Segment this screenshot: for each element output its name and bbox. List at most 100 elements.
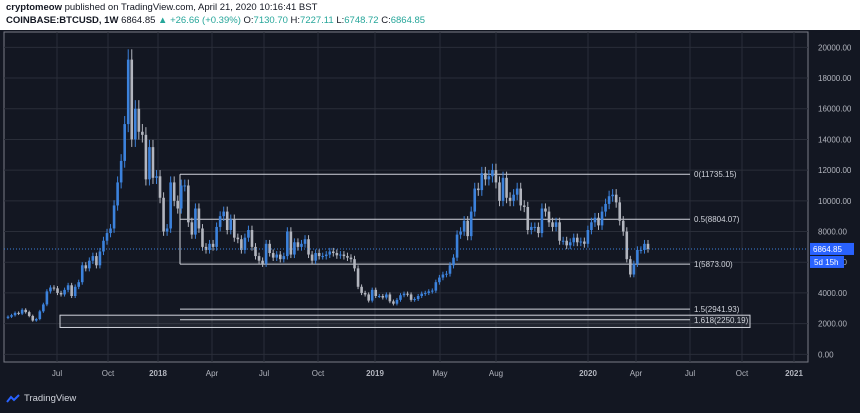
candle-body xyxy=(572,237,576,243)
candle-body xyxy=(282,256,286,260)
candle-body xyxy=(551,222,554,227)
candle-body xyxy=(286,231,289,257)
plot-border xyxy=(3,31,809,363)
candle-body xyxy=(56,288,59,293)
candle-body xyxy=(508,197,512,201)
price-chart[interactable]: 0(11735.15) 0.5(8804.07) 1(5873.00) 1.5(294… xyxy=(0,30,860,408)
candle-body xyxy=(575,237,579,243)
candle-body xyxy=(434,282,438,291)
candle-body xyxy=(402,293,406,296)
candle-body xyxy=(126,59,130,125)
candle-body xyxy=(484,173,487,180)
candle-body xyxy=(621,220,625,232)
y-tick-label: 14000.00 xyxy=(818,135,852,144)
candle-body xyxy=(6,316,10,318)
candle-body xyxy=(310,254,314,261)
candle-body xyxy=(420,293,424,296)
candle-body xyxy=(629,259,632,275)
x-tick-label: Oct xyxy=(312,369,325,378)
candle-body xyxy=(377,296,381,297)
candle-body xyxy=(370,289,374,301)
x-tick-label: Aug xyxy=(489,369,503,378)
candle-body xyxy=(250,230,254,247)
candle-body xyxy=(590,222,593,230)
y-tick-label: 2000.00 xyxy=(818,320,847,329)
x-tick-label: Oct xyxy=(102,369,115,378)
candle-body xyxy=(328,251,332,255)
candle-body xyxy=(356,268,360,287)
candle-body xyxy=(431,290,434,292)
y-tick-label: 8000.00 xyxy=(818,228,847,237)
candle-body xyxy=(123,124,126,161)
candle-body xyxy=(49,287,52,292)
x-tick-label: 2021 xyxy=(785,369,803,378)
candle-body xyxy=(498,182,501,201)
candle-body xyxy=(639,249,643,251)
countdown-label: 5d 15h xyxy=(814,258,838,267)
candle-body xyxy=(395,299,399,304)
candle-body xyxy=(505,177,508,198)
candle-body xyxy=(636,249,639,264)
open-value: 7130.70 xyxy=(253,15,288,26)
candle-body xyxy=(73,286,77,296)
publish-line: cryptomeow published on TradingView.com,… xyxy=(6,2,317,13)
candle-body xyxy=(34,319,38,321)
candle-body xyxy=(423,292,427,294)
candle-body xyxy=(526,206,530,230)
high-value: 7227.11 xyxy=(300,15,334,26)
fib-label: 1(5873.00) xyxy=(694,260,733,269)
candle-body xyxy=(307,239,310,255)
candle-body xyxy=(254,246,257,257)
candle-body xyxy=(452,257,455,266)
candle-body xyxy=(487,176,491,180)
fib-label: 0.5(8804.07) xyxy=(694,215,740,224)
candle-body xyxy=(275,254,279,258)
candle-body xyxy=(31,315,35,321)
candle-body xyxy=(190,222,194,235)
candle-body xyxy=(215,226,218,247)
candle-body xyxy=(247,230,250,238)
candle-body xyxy=(646,243,650,249)
candle-body xyxy=(438,277,441,283)
candle-body xyxy=(187,185,190,223)
candle-body xyxy=(604,203,607,212)
candle-body xyxy=(385,294,388,298)
candle-body xyxy=(399,295,402,300)
candle-body xyxy=(102,240,105,252)
candle-body xyxy=(491,170,494,177)
candle-body xyxy=(183,185,187,187)
candle-body xyxy=(427,291,431,293)
candle-body xyxy=(346,256,349,258)
symbol-label[interactable]: COINBASE:BTCUSD, 1W xyxy=(6,15,119,26)
candle-body xyxy=(155,176,158,178)
candle-body xyxy=(261,260,264,264)
candle-body xyxy=(392,301,395,304)
candle-body xyxy=(77,282,81,287)
candle-body xyxy=(614,194,618,203)
candle-body xyxy=(172,182,176,201)
candle-body xyxy=(413,299,416,301)
candle-body xyxy=(455,234,459,258)
candle-body xyxy=(211,243,215,247)
candle-body xyxy=(409,294,413,300)
candle-body xyxy=(105,233,109,241)
candle-body xyxy=(95,256,98,266)
support-zone xyxy=(59,314,751,328)
countdown-box xyxy=(810,255,844,268)
candle-body xyxy=(466,220,469,237)
candle-body xyxy=(151,147,155,178)
candle-body xyxy=(165,228,169,232)
footer: TradingView xyxy=(6,393,76,404)
chart-area[interactable]: 0(11735.15) 0.5(8804.07) 1(5873.00) 1.5(294… xyxy=(0,30,860,408)
candle-body xyxy=(201,228,204,247)
brand-name[interactable]: TradingView xyxy=(24,393,77,404)
candle-body xyxy=(544,208,547,212)
last-price: 6864.85 xyxy=(121,15,156,26)
candle-body xyxy=(353,259,356,269)
candle-body xyxy=(597,217,600,226)
candle-body xyxy=(271,253,275,258)
candle-body xyxy=(204,246,208,250)
author-name[interactable]: cryptomeow xyxy=(6,2,62,13)
candle-body xyxy=(360,286,363,293)
candle-body xyxy=(406,293,409,295)
